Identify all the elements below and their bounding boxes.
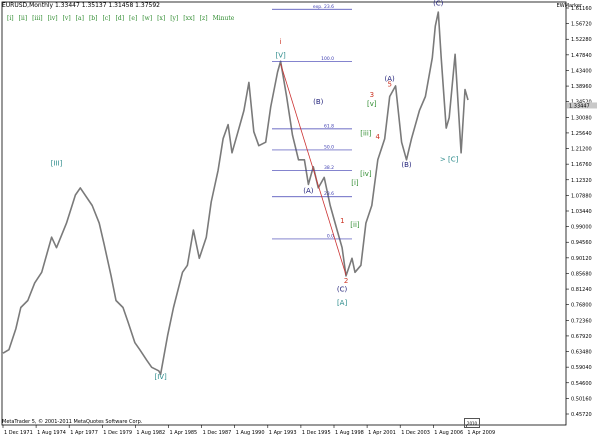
x-tick-label: 1 Apr 1985 <box>170 430 198 436</box>
toolbar-button[interactable]: [e] <box>129 15 138 22</box>
y-tick-label: 0.94560 <box>571 240 592 246</box>
y-tick-label: 1.03440 <box>571 209 592 215</box>
y-tick-label: 1.52280 <box>571 37 592 43</box>
wave-label-toolbar: [i] [ii] [iii] [iv] [v] [a] [b] [c] [d] [e] [w] [x]… <box>6 15 235 25</box>
fib-level-label: 0.0 <box>327 233 334 239</box>
wave-label: [V] <box>275 52 286 60</box>
fib-level-label: 23.6 <box>324 191 334 197</box>
x-tick-label: 1 Dec 1995 <box>302 430 331 436</box>
toolbar-button[interactable]: [d] <box>115 15 125 22</box>
y-tick-label: 1.38960 <box>571 84 592 90</box>
wave-label: [ii] <box>350 221 360 229</box>
y-tick-label: 1.07880 <box>571 193 592 199</box>
x-tick-label: 1 Dec 1979 <box>103 430 132 436</box>
wave-label: [iv] <box>360 170 372 178</box>
x-tick-label: 1 Dec 1971 <box>4 430 33 436</box>
toolbar-button[interactable]: [ii] <box>18 15 28 22</box>
fib-level-label: 61.8 <box>324 123 334 129</box>
fib-level-label: exp. 23.6 <box>313 4 334 10</box>
toolbar-button[interactable]: [i] <box>7 15 14 22</box>
wave-label: 3 <box>370 91 374 99</box>
x-tick-label: 1 Aug 1982 <box>136 430 165 436</box>
toolbar-button[interactable]: [z] <box>199 15 208 22</box>
wave-label: (B) <box>313 98 324 106</box>
x-tick-label: 1 Apr 1993 <box>269 430 297 436</box>
current-price-label: 1.33447 <box>569 103 590 109</box>
y-tick-label: 1.12320 <box>571 178 592 184</box>
y-tick-label: 0.76800 <box>571 303 592 309</box>
x-tick-label: 1 Aug 1990 <box>236 430 265 436</box>
x-tick-label: 1 Aug 2006 <box>434 430 463 436</box>
wave-label: 1 <box>340 217 344 225</box>
y-tick-label: 1.21200 <box>571 147 592 153</box>
price-series-line <box>2 11 469 376</box>
y-tick-label: 1.25640 <box>571 131 592 137</box>
wave-label: [i] <box>351 179 359 187</box>
wave-label: [IV] <box>154 373 167 381</box>
toolbar-button[interactable]: [xx] <box>183 15 195 22</box>
wave-label: (A) <box>303 187 314 195</box>
indicator-label: EWMarker <box>556 3 582 9</box>
x-tick-label: 1 Aug 1998 <box>335 430 364 436</box>
toolbar-button[interactable]: [c] <box>102 15 111 22</box>
y-tick-label: 1.43400 <box>571 68 592 74</box>
fib-level-label: 38.2 <box>324 165 334 171</box>
chart-title: EURUSD,Monthly 1.33447 1.35137 1.31458 1… <box>2 2 160 9</box>
y-tick-label: 0.99000 <box>571 225 592 231</box>
current-price-marker <box>567 102 597 109</box>
toolbar-button[interactable]: [iii] <box>32 15 43 22</box>
wave-label: [III] <box>51 160 63 168</box>
copyright-footer: MetaTrader 5, © 2001-2011 MetaQuotes Sof… <box>2 419 143 425</box>
y-tick-label: 0.81240 <box>571 287 592 293</box>
wave-label: > [C] <box>440 156 459 164</box>
toolbar-button[interactable]: [b] <box>88 15 98 22</box>
y-tick-label: 1.30080 <box>571 115 592 121</box>
trend-line <box>280 63 347 276</box>
wave-label: 2 <box>344 277 348 285</box>
y-tick-label: 1.16760 <box>571 162 592 168</box>
x-tick-label: 1 Apr 2001 <box>368 430 396 436</box>
fib-level-label: 50.0 <box>324 144 334 150</box>
toolbar-button[interactable]: [a] <box>75 15 84 22</box>
toolbar-button[interactable]: [iv] <box>47 15 58 22</box>
y-tick-label: 0.50160 <box>571 396 592 402</box>
plot-frame <box>1 1 567 426</box>
wave-label: 5 <box>387 80 391 88</box>
y-tick-label: 0.59040 <box>571 365 592 371</box>
y-tick-label: 1.61160 <box>571 6 592 12</box>
wave-label: 4 <box>376 133 381 141</box>
live-badge: 2010 <box>464 418 480 428</box>
toolbar-button[interactable]: Minute <box>212 15 235 22</box>
y-tick-label: 0.90120 <box>571 256 592 262</box>
wave-label: [iii] <box>360 130 372 138</box>
y-tick-label: 0.67920 <box>571 334 592 340</box>
wave-label: (C) <box>433 0 444 8</box>
y-tick-label: 0.45720 <box>571 412 592 418</box>
x-tick-label: 1 Dec 2003 <box>401 430 430 436</box>
wave-label: (A) <box>385 75 396 83</box>
x-tick-label: 1 Apr 1977 <box>70 430 98 436</box>
y-tick-label: 0.63480 <box>571 350 592 356</box>
toolbar-button[interactable]: [y] <box>170 15 179 22</box>
fib-level-label: 100.0 <box>321 56 334 62</box>
wave-label: [A] <box>337 299 348 307</box>
y-tick-label: 0.85680 <box>571 271 592 277</box>
toolbar-button[interactable]: [x] <box>157 15 166 22</box>
y-tick-label: 1.56720 <box>571 22 592 28</box>
wave-label: (B) <box>401 161 412 169</box>
wave-label: [v] <box>367 100 377 108</box>
x-tick-label: 1 Aug 1974 <box>37 430 66 436</box>
y-tick-label: 0.72360 <box>571 318 592 324</box>
wave-label: i <box>280 38 282 46</box>
y-tick-label: 1.47840 <box>571 53 592 59</box>
toolbar-button[interactable]: [v] <box>62 15 71 22</box>
x-tick-label: 1 Dec 1987 <box>203 430 232 436</box>
wave-label: (C) <box>337 286 348 294</box>
toolbar-button[interactable]: [w] <box>142 15 153 22</box>
x-tick-label: 1 Apr 2009 <box>467 430 495 436</box>
y-tick-label: 0.54600 <box>571 381 592 387</box>
